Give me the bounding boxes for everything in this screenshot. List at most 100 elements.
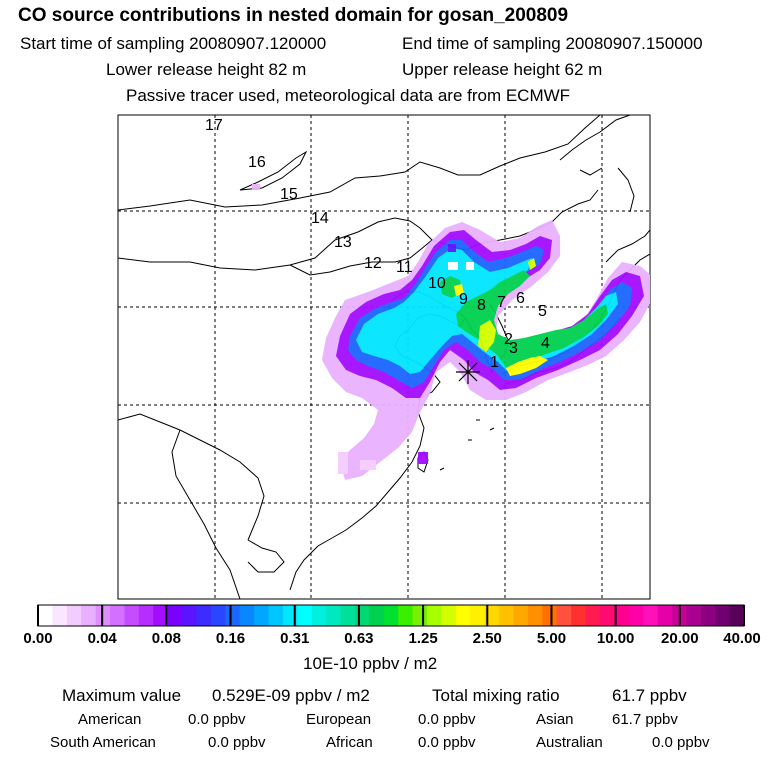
upper-release-height-label: Upper release height 62 m: [402, 60, 603, 79]
colorbar-swatch: [542, 605, 558, 626]
field-cell: [338, 452, 348, 474]
region-name: European: [306, 711, 372, 728]
colorbar-swatch: [686, 605, 702, 626]
trajectory-label-6: 6: [516, 290, 525, 307]
colorbar-swatch: [369, 605, 385, 626]
colorbar-swatch: [585, 605, 601, 626]
trajectory-label-16: 16: [248, 154, 266, 171]
trajectory-label-17: 17: [205, 117, 223, 134]
field-cell: [418, 452, 428, 464]
colorbar-swatch: [427, 605, 442, 626]
colorbar-swatch: [268, 605, 284, 626]
colorbar-tick-label: 10.00: [596, 630, 635, 647]
field-yellow-3: [454, 284, 464, 296]
colorbar-swatch: [383, 605, 399, 626]
colorbar-swatch: [484, 605, 500, 626]
colorbar-swatch: [254, 605, 270, 626]
field-cell: [448, 262, 458, 270]
colorbar-tick-label: 40.00: [723, 630, 761, 647]
colorbar-swatch: [326, 605, 342, 626]
colorbar-swatch: [715, 605, 731, 626]
trajectory-label-8: 8: [477, 297, 486, 314]
colorbar-swatch: [628, 605, 644, 626]
trajectory-label-13: 13: [334, 234, 352, 251]
field-cell: [466, 262, 474, 270]
trajectory-label-5: 5: [538, 303, 547, 320]
colorbar-swatch: [81, 605, 97, 626]
colorbar-swatch: [470, 605, 486, 626]
colorbar-swatch: [599, 605, 615, 626]
field-cell: [448, 244, 456, 252]
colorbar-swatch: [556, 605, 572, 626]
field-cell: [252, 184, 260, 190]
colorbar-swatch: [513, 605, 529, 626]
field-yellow-4: [528, 258, 536, 270]
trajectory-label-4: 4: [541, 335, 550, 352]
region-name: Asian: [536, 711, 574, 728]
colorbar-swatch: [225, 605, 241, 626]
colorbar-swatch: [499, 605, 514, 626]
trajectory-label-10: 10: [428, 275, 446, 292]
trajectory-label-7: 7: [497, 294, 506, 311]
trajectory-label-14: 14: [311, 210, 329, 227]
colorbar-swatch: [571, 605, 587, 626]
colorbar-tick-label: 0.04: [87, 630, 117, 647]
tracer-note: Passive tracer used, meteorological data…: [126, 86, 571, 105]
trajectory-label-11: 11: [396, 259, 413, 276]
colorbar-swatch: [167, 605, 183, 626]
region-value: 0.0 ppbv: [188, 711, 246, 728]
colorbar-swatch: [210, 605, 226, 626]
colorbar-swatch: [38, 605, 53, 626]
colorbar-swatch: [138, 605, 154, 626]
field-cell: [360, 460, 376, 470]
colorbar-swatch: [110, 605, 125, 626]
colorbar-swatch: [239, 605, 255, 626]
colorbar-swatch: [455, 605, 471, 626]
colorbar-swatch: [297, 605, 313, 626]
field-yellow-2: [506, 356, 548, 376]
colorbar-swatch: [52, 605, 68, 626]
end-time-label: End time of sampling 20080907.150000: [402, 34, 703, 53]
lower-release-height-label: Lower release height 82 m: [106, 60, 307, 79]
start-time-label: Start time of sampling 20080907.120000: [20, 34, 327, 53]
colorbar: [37, 604, 745, 627]
field-green: [456, 270, 608, 368]
colorbar-swatch: [527, 605, 543, 626]
colorbar-swatch: [441, 605, 457, 626]
colorbar-swatch: [153, 605, 169, 626]
region-value: 0.0 ppbv: [418, 711, 476, 728]
trajectory-label-2: 2: [504, 331, 513, 348]
colorbar-tick-label: 0.31: [280, 630, 310, 647]
region-value: 0.0 ppbv: [652, 734, 710, 751]
max-value-label: Maximum value: [62, 686, 182, 705]
trajectory-label-9: 9: [459, 291, 468, 308]
colorbar-swatch: [311, 605, 327, 626]
trajectory-label-3: 3: [509, 340, 518, 357]
colorbar-swatch: [66, 605, 82, 626]
colorbar-swatch: [398, 605, 414, 626]
colorbar-tick-label: 20.00: [661, 630, 699, 647]
field-yellow-1: [478, 320, 496, 352]
concentration-field: [252, 184, 650, 480]
colorbar-swatch: [657, 605, 673, 626]
max-value: 0.529E-09 ppbv / m2: [212, 686, 370, 705]
trajectory-label-12: 12: [364, 255, 382, 272]
colorbar-tick-label: 1.25: [408, 630, 438, 647]
colorbar-swatch: [124, 605, 140, 626]
trajectory-label-15: 15: [280, 186, 298, 203]
colorbar-tick-label: 2.50: [472, 630, 502, 647]
colorbar-swatch: [182, 605, 197, 626]
region-name: South American: [50, 734, 156, 751]
colorbar-tick-label: 0.08: [151, 630, 181, 647]
asterisk-icon: [456, 360, 480, 384]
colorbar-swatch: [196, 605, 212, 626]
region-value: 61.7 ppbv: [612, 711, 678, 728]
colorbar-tick-label: 0.63: [344, 630, 374, 647]
region-name: Australian: [536, 734, 603, 751]
colorbar-swatch: [412, 605, 428, 626]
colorbar-units: 10E-10 ppbv / m2: [303, 654, 438, 673]
region-value: 0.0 ppbv: [418, 734, 476, 751]
total-mixing-ratio-label: Total mixing ratio: [432, 686, 560, 705]
